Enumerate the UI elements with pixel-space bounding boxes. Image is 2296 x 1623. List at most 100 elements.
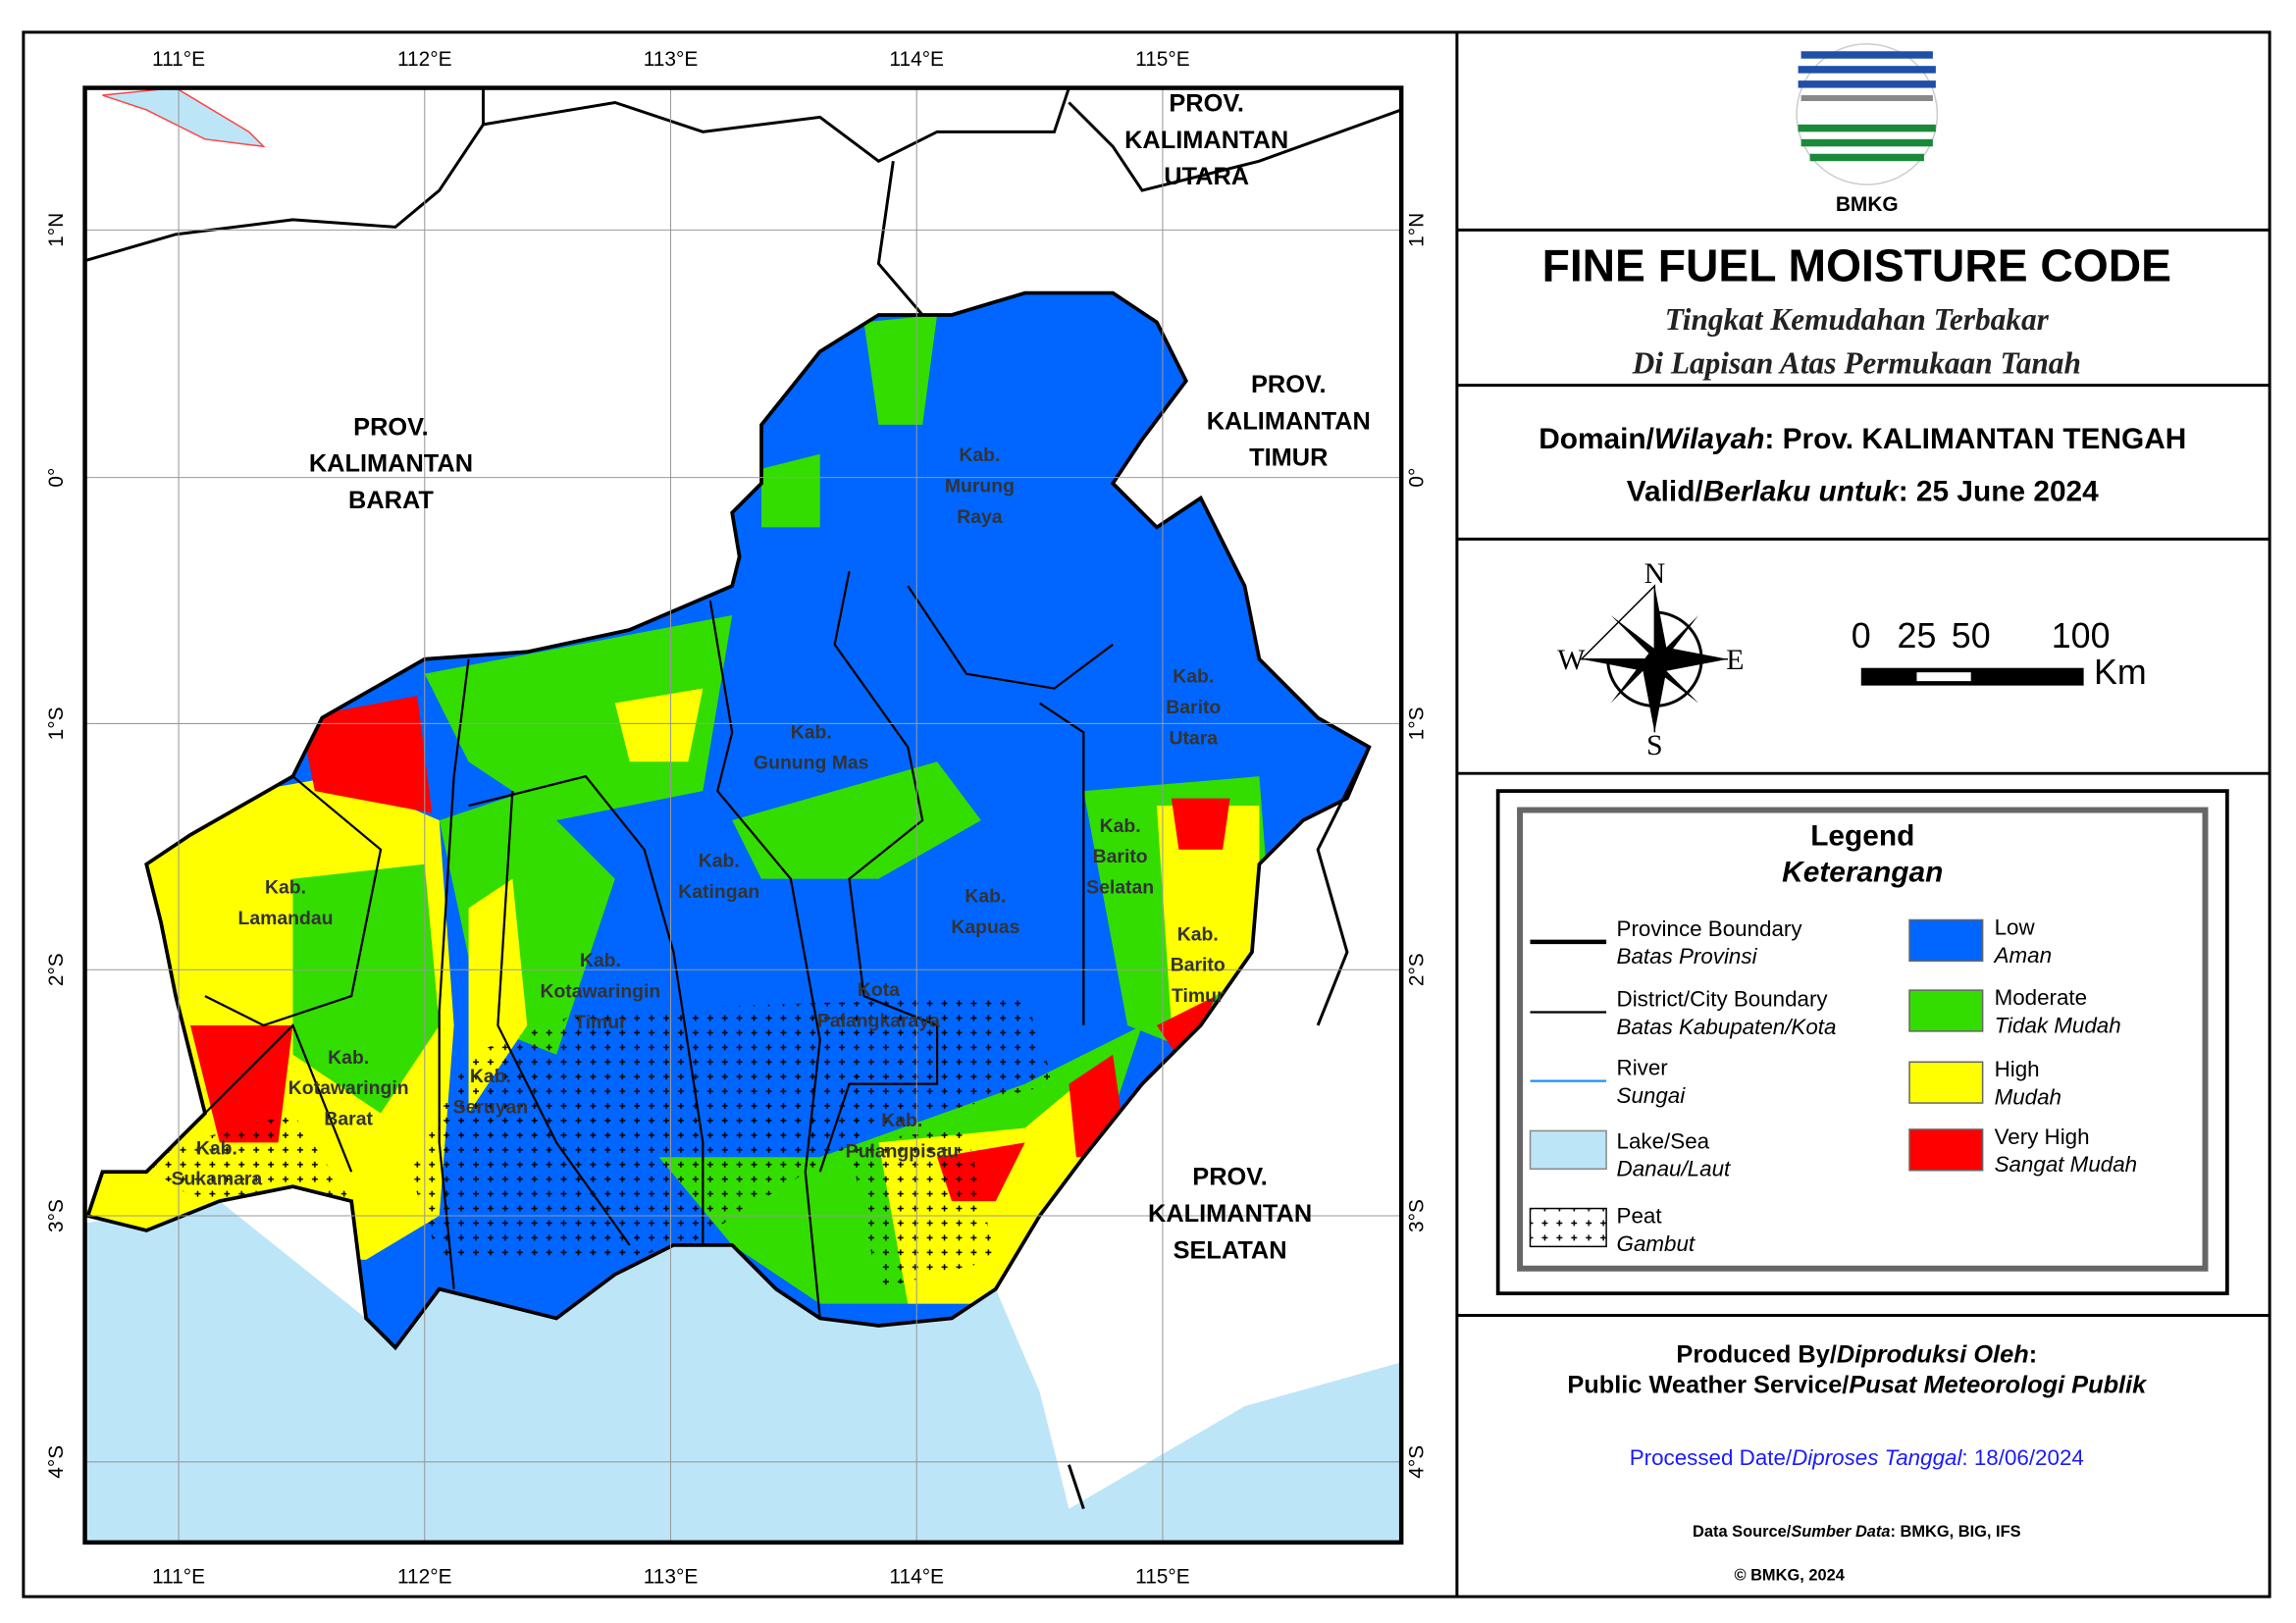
legend-swatch: [1908, 989, 1984, 1032]
scale-label: 25: [1898, 616, 1937, 655]
lat-label: 3°S: [1406, 1199, 1429, 1232]
compass-n: N: [1644, 557, 1666, 590]
province-label: BARAT: [348, 487, 434, 514]
lat-label: 4°S: [1406, 1445, 1429, 1479]
scale-bar: 0 25 50 100 Km: [1852, 616, 2147, 692]
district-label: Kab.: [328, 1047, 369, 1069]
lon-label: 112°E: [397, 1566, 452, 1589]
district-label: Kab.: [791, 721, 832, 743]
province-label: SELATAN: [1174, 1236, 1287, 1264]
legend-swatch: [1908, 1061, 1984, 1104]
legend-name: High: [1995, 1057, 2040, 1081]
lon-label: 112°E: [397, 48, 452, 71]
lon-label: 111°E: [152, 48, 205, 71]
district-label: Pulangpisau: [846, 1140, 959, 1162]
side-panel: [1455, 31, 2270, 1597]
district-label: Kab.: [265, 877, 306, 899]
district-label: Barito: [1171, 955, 1226, 976]
district-label: Gunung Mas: [754, 753, 868, 774]
district-label: Kab.: [965, 886, 1006, 908]
logo-text: BMKG: [1836, 193, 1899, 216]
subtitle: Tingkat Kemudahan Terbakar: [1665, 302, 2050, 337]
processed-date: Processed Date/Diproses Tanggal: 18/06/2…: [1630, 1445, 2084, 1470]
district-label: Kab.: [1173, 666, 1214, 688]
district-label: Barito: [1166, 697, 1221, 718]
valid-date: Valid/Berlaku untuk: 25 June 2024: [1627, 476, 2099, 508]
scale-label: 50: [1952, 616, 1991, 655]
district-label: Kotawaringin: [288, 1077, 409, 1099]
neighbor-boundaries: [84, 87, 1402, 1510]
map: [82, 85, 1404, 1545]
province-label: KALIMANTAN: [309, 450, 473, 478]
legend-sub: Batas Provinsi: [1617, 944, 1758, 969]
legend-name: District/City Boundary: [1617, 987, 1829, 1012]
subtitle: Di Lapisan Atas Permukaan Tanah: [1632, 346, 2081, 381]
district-label: Lamandau: [238, 908, 334, 929]
legend: Legend Keterangan Province Boundary Batas…: [1495, 789, 2229, 1295]
legend-sub: Tidak Mudah: [1995, 1013, 2121, 1037]
bmkg-logo: BMKG: [1796, 43, 1939, 216]
lon-label: 111°E: [152, 1566, 205, 1589]
district-label: Katingan: [678, 881, 759, 903]
province-label: KALIMANTAN: [1148, 1200, 1312, 1228]
district-label: Kapuas: [951, 916, 1019, 938]
province-label: KALIMANTAN: [1124, 127, 1288, 154]
producer: Public Weather Service/Pusat Meteorologi…: [1567, 1372, 2148, 1399]
lat-label: 1°N: [45, 213, 68, 247]
lat-label: 0°: [1406, 468, 1429, 488]
legend-sub: Batas Kabupaten/Kota: [1617, 1015, 1837, 1039]
district-label: Kab.: [196, 1137, 237, 1159]
scale-label: 0: [1852, 616, 1871, 655]
lat-label: 1°S: [45, 707, 68, 740]
district-label: Kab.: [470, 1066, 511, 1087]
province-label: PROV.: [1192, 1164, 1268, 1191]
district-label: Selatan: [1086, 877, 1154, 899]
sea: [84, 1201, 1402, 1543]
lon-label: 113°E: [644, 1566, 699, 1589]
district-label: Kab.: [1177, 923, 1219, 945]
district-label: Barat: [324, 1108, 373, 1129]
province-label: KALIMANTAN: [1207, 407, 1371, 435]
province-label: PROV.: [353, 413, 429, 441]
district-label: Utara: [1169, 727, 1218, 749]
lat-label: 4°S: [45, 1445, 68, 1479]
district-label: Sukamara: [172, 1169, 263, 1190]
lon-label: 114°E: [889, 48, 944, 71]
legend-sub: Mudah: [1995, 1085, 2061, 1110]
district-label: Murung: [945, 476, 1015, 497]
lon-label: 114°E: [889, 1566, 944, 1589]
lon-label: 115°E: [1135, 48, 1190, 71]
province-label: PROV.: [1169, 89, 1244, 117]
copyright: © BMKG, 2024: [1734, 1567, 1845, 1585]
compass: N S E W: [1557, 557, 1744, 761]
district-label: Timur: [574, 1012, 627, 1033]
district-label: Kota: [858, 979, 900, 1001]
legend-sub: Sungai: [1617, 1083, 1687, 1108]
lon-label: 113°E: [644, 48, 699, 71]
legend-name: Lake/Sea: [1617, 1128, 1710, 1153]
legend-name: Peat: [1617, 1203, 1663, 1228]
domain: Domain/Wilayah: Prov. KALIMANTAN TENGAH: [1539, 423, 2186, 455]
compass-e: E: [1726, 644, 1744, 676]
district-label: Raya: [957, 506, 1003, 528]
scale-label: 100: [2052, 616, 2111, 655]
legend-sub: Sangat Mudah: [1995, 1152, 2138, 1177]
lat-label: 2°S: [45, 953, 68, 986]
lat-label: 1°N: [1406, 213, 1429, 247]
legend-sub: Aman: [1993, 943, 2052, 968]
title: FINE FUEL MOISTURE CODE: [1542, 240, 2171, 291]
district-label: Seruyan: [453, 1097, 529, 1119]
legend-swatch: [1908, 918, 1984, 963]
data-source: Data Source/Sumber Data: BMKG, BIG, IFS: [1693, 1523, 2021, 1541]
labels: 111°E 111°E 112°E 112°E 113°E 113°E 114°E 114°E…: [45, 48, 1428, 1589]
legend-name: River: [1617, 1056, 1669, 1080]
district-label: Palangkaraya: [817, 1010, 940, 1031]
map-frame: [82, 85, 1404, 1545]
legend-swatch: [1908, 1128, 1984, 1172]
legend-sub: Danau/Laut: [1617, 1157, 1731, 1181]
province-label: PROV.: [1251, 371, 1327, 398]
lat-label: 2°S: [1406, 953, 1429, 986]
province-label: TIMUR: [1249, 445, 1328, 472]
graticule: [84, 87, 1402, 1543]
